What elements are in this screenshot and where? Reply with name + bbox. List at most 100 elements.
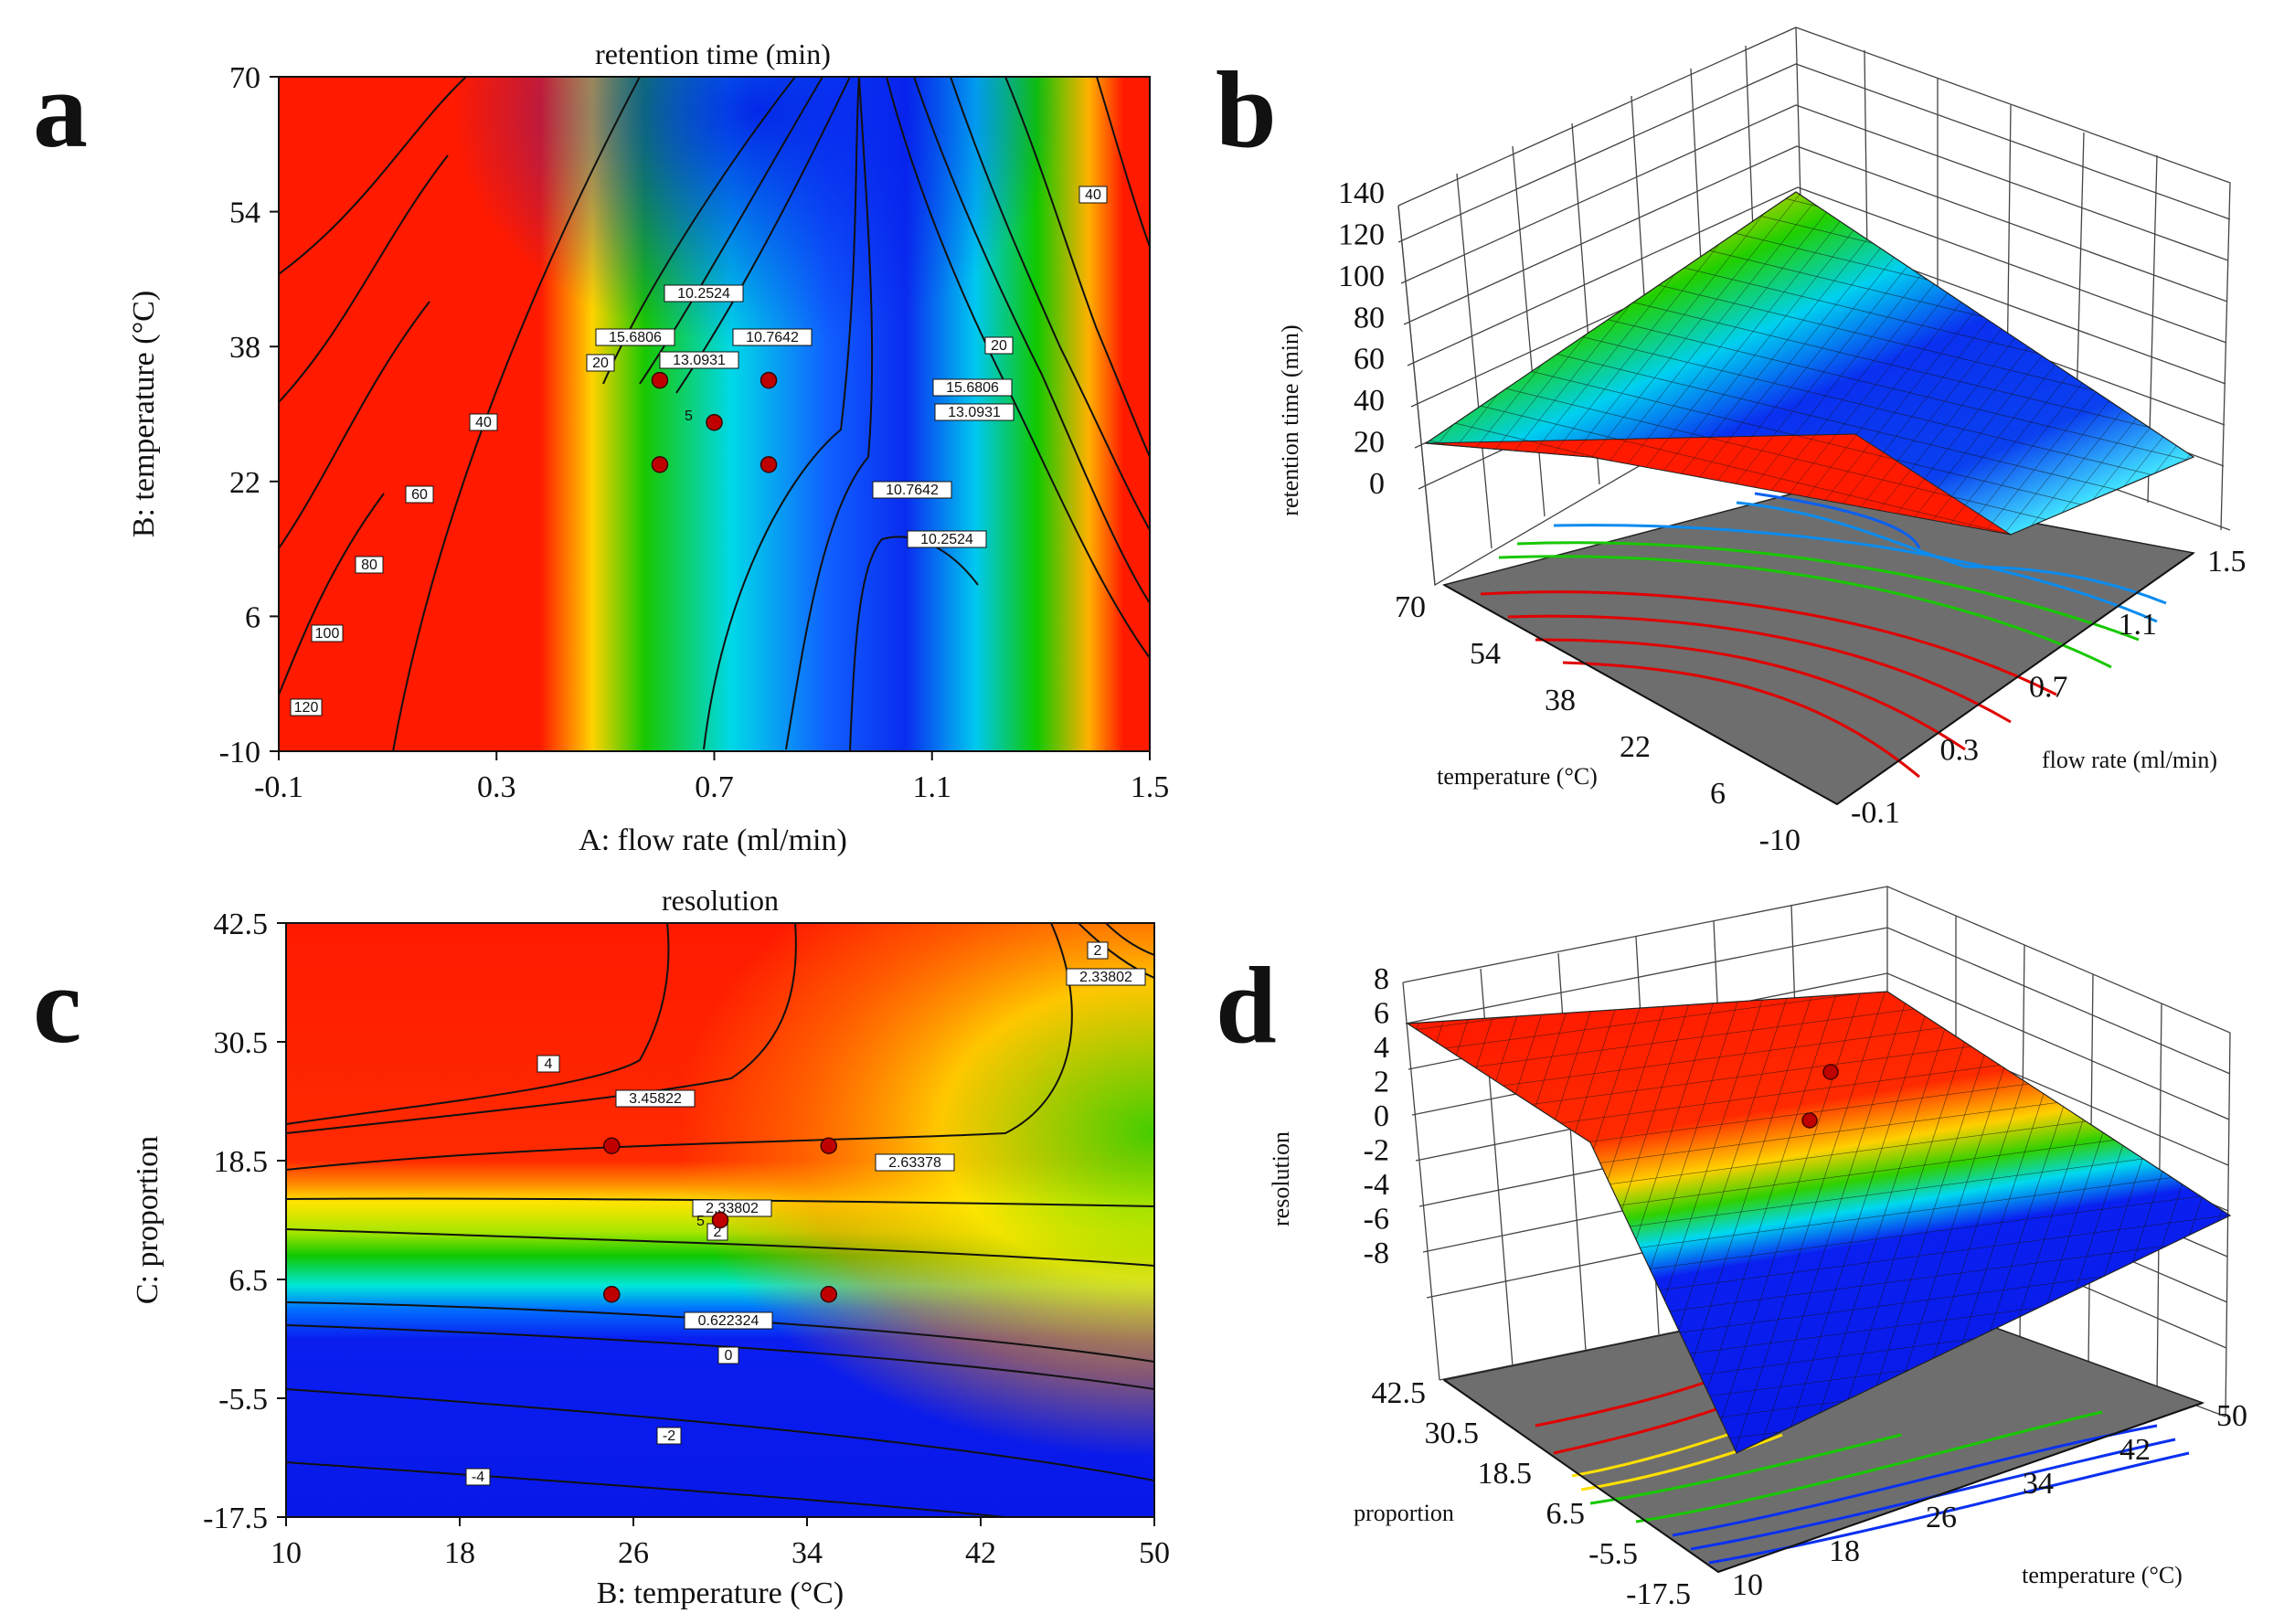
panel-d-xtick-label: 34	[2023, 1467, 2054, 1501]
panel-a-xlabel: A: flow rate (ml/min)	[579, 823, 847, 857]
panel-b-ztick-label: 60	[1354, 343, 1385, 377]
panel-d-zlabel: resolution	[1268, 1131, 1294, 1226]
contour-label: 4	[545, 1056, 553, 1072]
panel-b-ytick-label: 54	[1470, 637, 1501, 671]
panel-b-xtick-label: -0.1	[1851, 796, 1900, 830]
panel-b-xlabel: flow rate (ml/min)	[2042, 747, 2217, 773]
panel-a-design-point	[651, 371, 669, 389]
panel-d-ytick-label: 18.5	[1478, 1457, 1533, 1491]
panel-d-ylabel: proportion	[1354, 1500, 1454, 1526]
panel-c-xlabel: B: temperature (°C)	[597, 1576, 844, 1610]
panel-a-ytick-label: 70	[229, 61, 260, 95]
panel-d-xtick-label: 50	[2216, 1399, 2247, 1433]
contour-label: 0	[725, 1348, 733, 1364]
contour-label: 60	[411, 487, 428, 503]
panel-b-ytick-label: 70	[1395, 590, 1426, 624]
panel-a-ytick-label: -10	[219, 736, 260, 770]
panel-a-ytick-label: 22	[229, 466, 260, 500]
panel-d-ztick-label: 6	[1374, 997, 1389, 1031]
panel-d-xtick-label: 10	[1732, 1568, 1763, 1602]
panel-d-ztick-label: -2	[1364, 1134, 1389, 1168]
panel-b-ztick-label: 100	[1338, 260, 1385, 293]
panel-a-design-point	[760, 456, 778, 473]
contour-label: 2.63378	[888, 1155, 941, 1171]
panel-a-design-point	[760, 371, 778, 389]
panel-c-letter: c	[33, 944, 81, 1066]
panel-c-ytick-label: 30.5	[214, 1026, 269, 1060]
panel-c-ytick-label: -5.5	[218, 1383, 268, 1417]
panel-c-xtick-label: 34	[791, 1536, 823, 1570]
contour-label: 2.33802	[1079, 970, 1132, 985]
panel-b-ylabel: temperature (°C)	[1437, 763, 1598, 790]
contour-label: 10.7642	[746, 330, 799, 345]
panel-d-xtick-label: 18	[1829, 1534, 1860, 1568]
panel-a-xtick-label: 0.3	[477, 770, 516, 804]
panel-a-contour-labels: 120 100 80 60 40 20 15.6806 13.0931 10.7…	[290, 186, 1108, 716]
contour-label: 40	[1085, 187, 1101, 203]
panel-c-contour-labels: 4 3.45822 2.63378 2.33802 2 0.622324 0 -…	[465, 941, 1146, 1486]
panel-b-ztick-label: 120	[1338, 218, 1385, 251]
panel-b-xtick-label: 1.1	[2119, 608, 2158, 642]
panel-c-ytick-label: 18.5	[214, 1145, 269, 1179]
panel-b-ytick-label: 22	[1620, 730, 1651, 764]
contour-label: -4	[472, 1470, 484, 1485]
panel-a-axes: -0.1 0.3 0.7 1.1 1.5 -10 6 22 38 54 70	[219, 61, 1170, 804]
panel-c-xtick-label: 10	[271, 1536, 302, 1570]
panel-c-design-point	[711, 1211, 729, 1229]
panel-c-design-point	[603, 1137, 621, 1154]
contour-label: 15.6806	[609, 330, 662, 345]
panel-b-ztick-label: 20	[1354, 426, 1385, 460]
panel-c-design-point	[603, 1286, 621, 1303]
panel-a-center-count: 5	[685, 409, 693, 424]
panel-a-ylabel: B: temperature (°C)	[127, 291, 161, 537]
panel-a-ytick-label: 54	[229, 196, 260, 230]
panel-c-center-count: 5	[696, 1214, 705, 1229]
panel-a-title: retention time (min)	[595, 37, 831, 70]
panel-d-ztick-label: -8	[1364, 1237, 1389, 1270]
panel-b-ztick-label: 40	[1354, 384, 1385, 418]
panel-d-ytick-label: -5.5	[1588, 1537, 1638, 1571]
panel-d-xtick-label: 26	[1926, 1501, 1957, 1534]
contour-label: 10.2524	[920, 532, 973, 547]
panel-c-xtick-label: 18	[444, 1536, 475, 1570]
panel-b-axes: 0 20 40 60 80 100 120 140 70 54 38 22 6 -10 -0.1 0.3 0.7…	[1338, 176, 2247, 857]
contour-label: 120	[294, 700, 319, 716]
panel-a-xtick-label: 1.1	[913, 770, 952, 804]
contour-label: 2	[714, 1225, 722, 1240]
panel-c-ytick-label: 42.5	[214, 908, 269, 941]
contour-label: 20	[991, 338, 1007, 354]
panel-a-design-point	[706, 413, 723, 431]
contour-label: 100	[315, 626, 340, 642]
panel-c-axes: 10 18 26 34 42 50-17.5-5.56.518.530.542.5	[203, 908, 1170, 1570]
panel-b-axis-lines	[1443, 552, 2194, 806]
panel-d-xtick-label: 42	[2119, 1433, 2151, 1467]
panel-b-ztick-label: 140	[1338, 176, 1385, 210]
panel-b-xtick-label: 1.5	[2207, 545, 2247, 578]
panel-c-design-points	[603, 1137, 837, 1303]
contour-label: 13.0931	[948, 405, 1001, 420]
contour-label: -2	[663, 1428, 675, 1444]
panel-c-ytick-label: -17.5	[203, 1502, 268, 1535]
panel-c-title: resolution	[662, 884, 779, 917]
contour-label: 20	[592, 356, 609, 371]
panel-d-floor-contours	[1535, 1369, 2190, 1565]
panel-d-surface-mesh	[1408, 992, 2230, 1453]
panel-d-ztick-label: -4	[1364, 1168, 1389, 1202]
panel-a-ytick-label: 38	[229, 331, 260, 365]
contour-label: 10.2524	[677, 286, 730, 302]
panel-a-xtick-label: 0.7	[695, 770, 734, 804]
contour-label: 40	[475, 415, 492, 430]
panel-d-ztick-label: 4	[1374, 1031, 1389, 1065]
panel-b-floor-contours	[1480, 492, 2167, 779]
contour-label: 2.33802	[706, 1201, 759, 1216]
panel-a-xtick-label: -0.1	[254, 770, 303, 804]
panel-d-ytick-label: -17.5	[1626, 1577, 1691, 1611]
panel-b-ytick-label: -10	[1759, 823, 1801, 857]
panel-a-xtick-label: 1.5	[1131, 770, 1170, 804]
panel-c-frame	[285, 922, 1155, 1518]
panel-d-ytick-label: 6.5	[1546, 1497, 1586, 1531]
contour-label: 15.6806	[946, 380, 999, 396]
panel-a-contour-plot: retention time (min) 120 100	[127, 37, 1169, 857]
panel-b-ytick-label: 38	[1545, 684, 1576, 717]
